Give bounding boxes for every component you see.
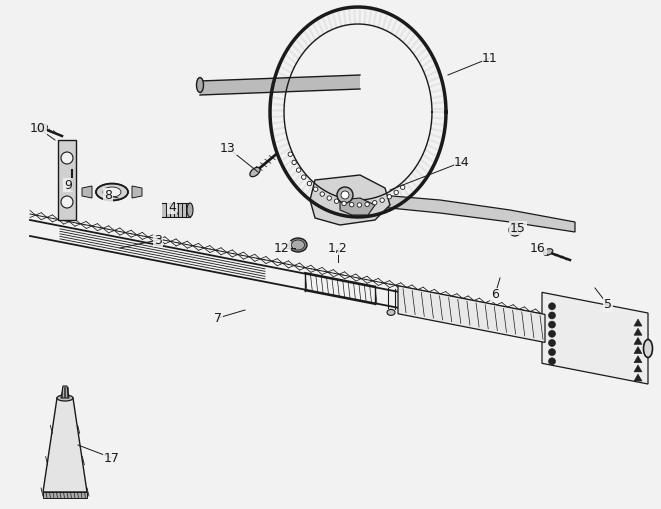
Ellipse shape <box>187 203 193 217</box>
Text: 17: 17 <box>104 451 120 465</box>
Polygon shape <box>43 398 87 492</box>
Ellipse shape <box>96 184 128 201</box>
Polygon shape <box>542 292 648 384</box>
Ellipse shape <box>289 238 307 252</box>
Polygon shape <box>310 175 390 225</box>
Circle shape <box>292 160 296 164</box>
Polygon shape <box>43 492 87 498</box>
Circle shape <box>350 203 354 207</box>
Text: 4: 4 <box>168 201 176 213</box>
Circle shape <box>549 358 555 365</box>
Polygon shape <box>634 356 642 363</box>
Polygon shape <box>634 374 642 381</box>
Text: 16: 16 <box>530 241 546 254</box>
Text: 6: 6 <box>491 289 499 301</box>
Circle shape <box>357 203 362 207</box>
Polygon shape <box>634 328 642 335</box>
Polygon shape <box>634 337 642 345</box>
Ellipse shape <box>196 77 204 93</box>
Circle shape <box>373 201 377 205</box>
Ellipse shape <box>644 340 652 357</box>
Ellipse shape <box>292 240 305 250</box>
Circle shape <box>288 152 292 156</box>
Circle shape <box>296 168 301 172</box>
Text: 9: 9 <box>64 179 72 191</box>
Circle shape <box>512 227 518 233</box>
Circle shape <box>327 196 331 200</box>
Polygon shape <box>398 286 545 343</box>
Polygon shape <box>61 386 69 398</box>
Polygon shape <box>634 347 642 354</box>
Text: 1,2: 1,2 <box>328 241 348 254</box>
Circle shape <box>549 349 555 356</box>
Circle shape <box>320 192 325 196</box>
Circle shape <box>61 152 73 164</box>
Polygon shape <box>634 319 642 326</box>
Circle shape <box>61 196 73 208</box>
Ellipse shape <box>250 167 260 177</box>
Text: 14: 14 <box>454 156 470 168</box>
Circle shape <box>549 312 555 319</box>
Circle shape <box>313 187 318 191</box>
Text: 13: 13 <box>220 142 236 155</box>
Circle shape <box>337 187 353 203</box>
Circle shape <box>394 190 399 194</box>
Polygon shape <box>58 140 76 220</box>
Text: 3: 3 <box>154 234 162 246</box>
Ellipse shape <box>103 187 121 197</box>
Text: 15: 15 <box>510 221 526 235</box>
Circle shape <box>307 181 311 186</box>
Ellipse shape <box>57 395 73 401</box>
Circle shape <box>334 199 338 204</box>
Ellipse shape <box>37 124 48 132</box>
Circle shape <box>549 321 555 328</box>
Circle shape <box>509 224 521 236</box>
Text: 7: 7 <box>214 312 222 325</box>
Polygon shape <box>132 186 142 198</box>
Circle shape <box>301 175 306 179</box>
Ellipse shape <box>387 309 395 316</box>
Circle shape <box>549 340 555 347</box>
Polygon shape <box>340 198 375 215</box>
Text: 10: 10 <box>30 122 46 134</box>
Circle shape <box>549 330 555 337</box>
Text: 8: 8 <box>104 188 112 202</box>
Circle shape <box>342 201 346 206</box>
Text: 12: 12 <box>274 241 290 254</box>
Circle shape <box>365 202 369 207</box>
Polygon shape <box>82 186 92 198</box>
Circle shape <box>549 303 555 310</box>
Text: 11: 11 <box>482 51 498 65</box>
Text: 5: 5 <box>604 298 612 312</box>
Ellipse shape <box>543 249 553 256</box>
Polygon shape <box>338 195 575 232</box>
Circle shape <box>380 198 384 203</box>
Circle shape <box>401 185 405 189</box>
Circle shape <box>341 191 349 199</box>
Polygon shape <box>634 365 642 372</box>
Circle shape <box>387 194 391 199</box>
